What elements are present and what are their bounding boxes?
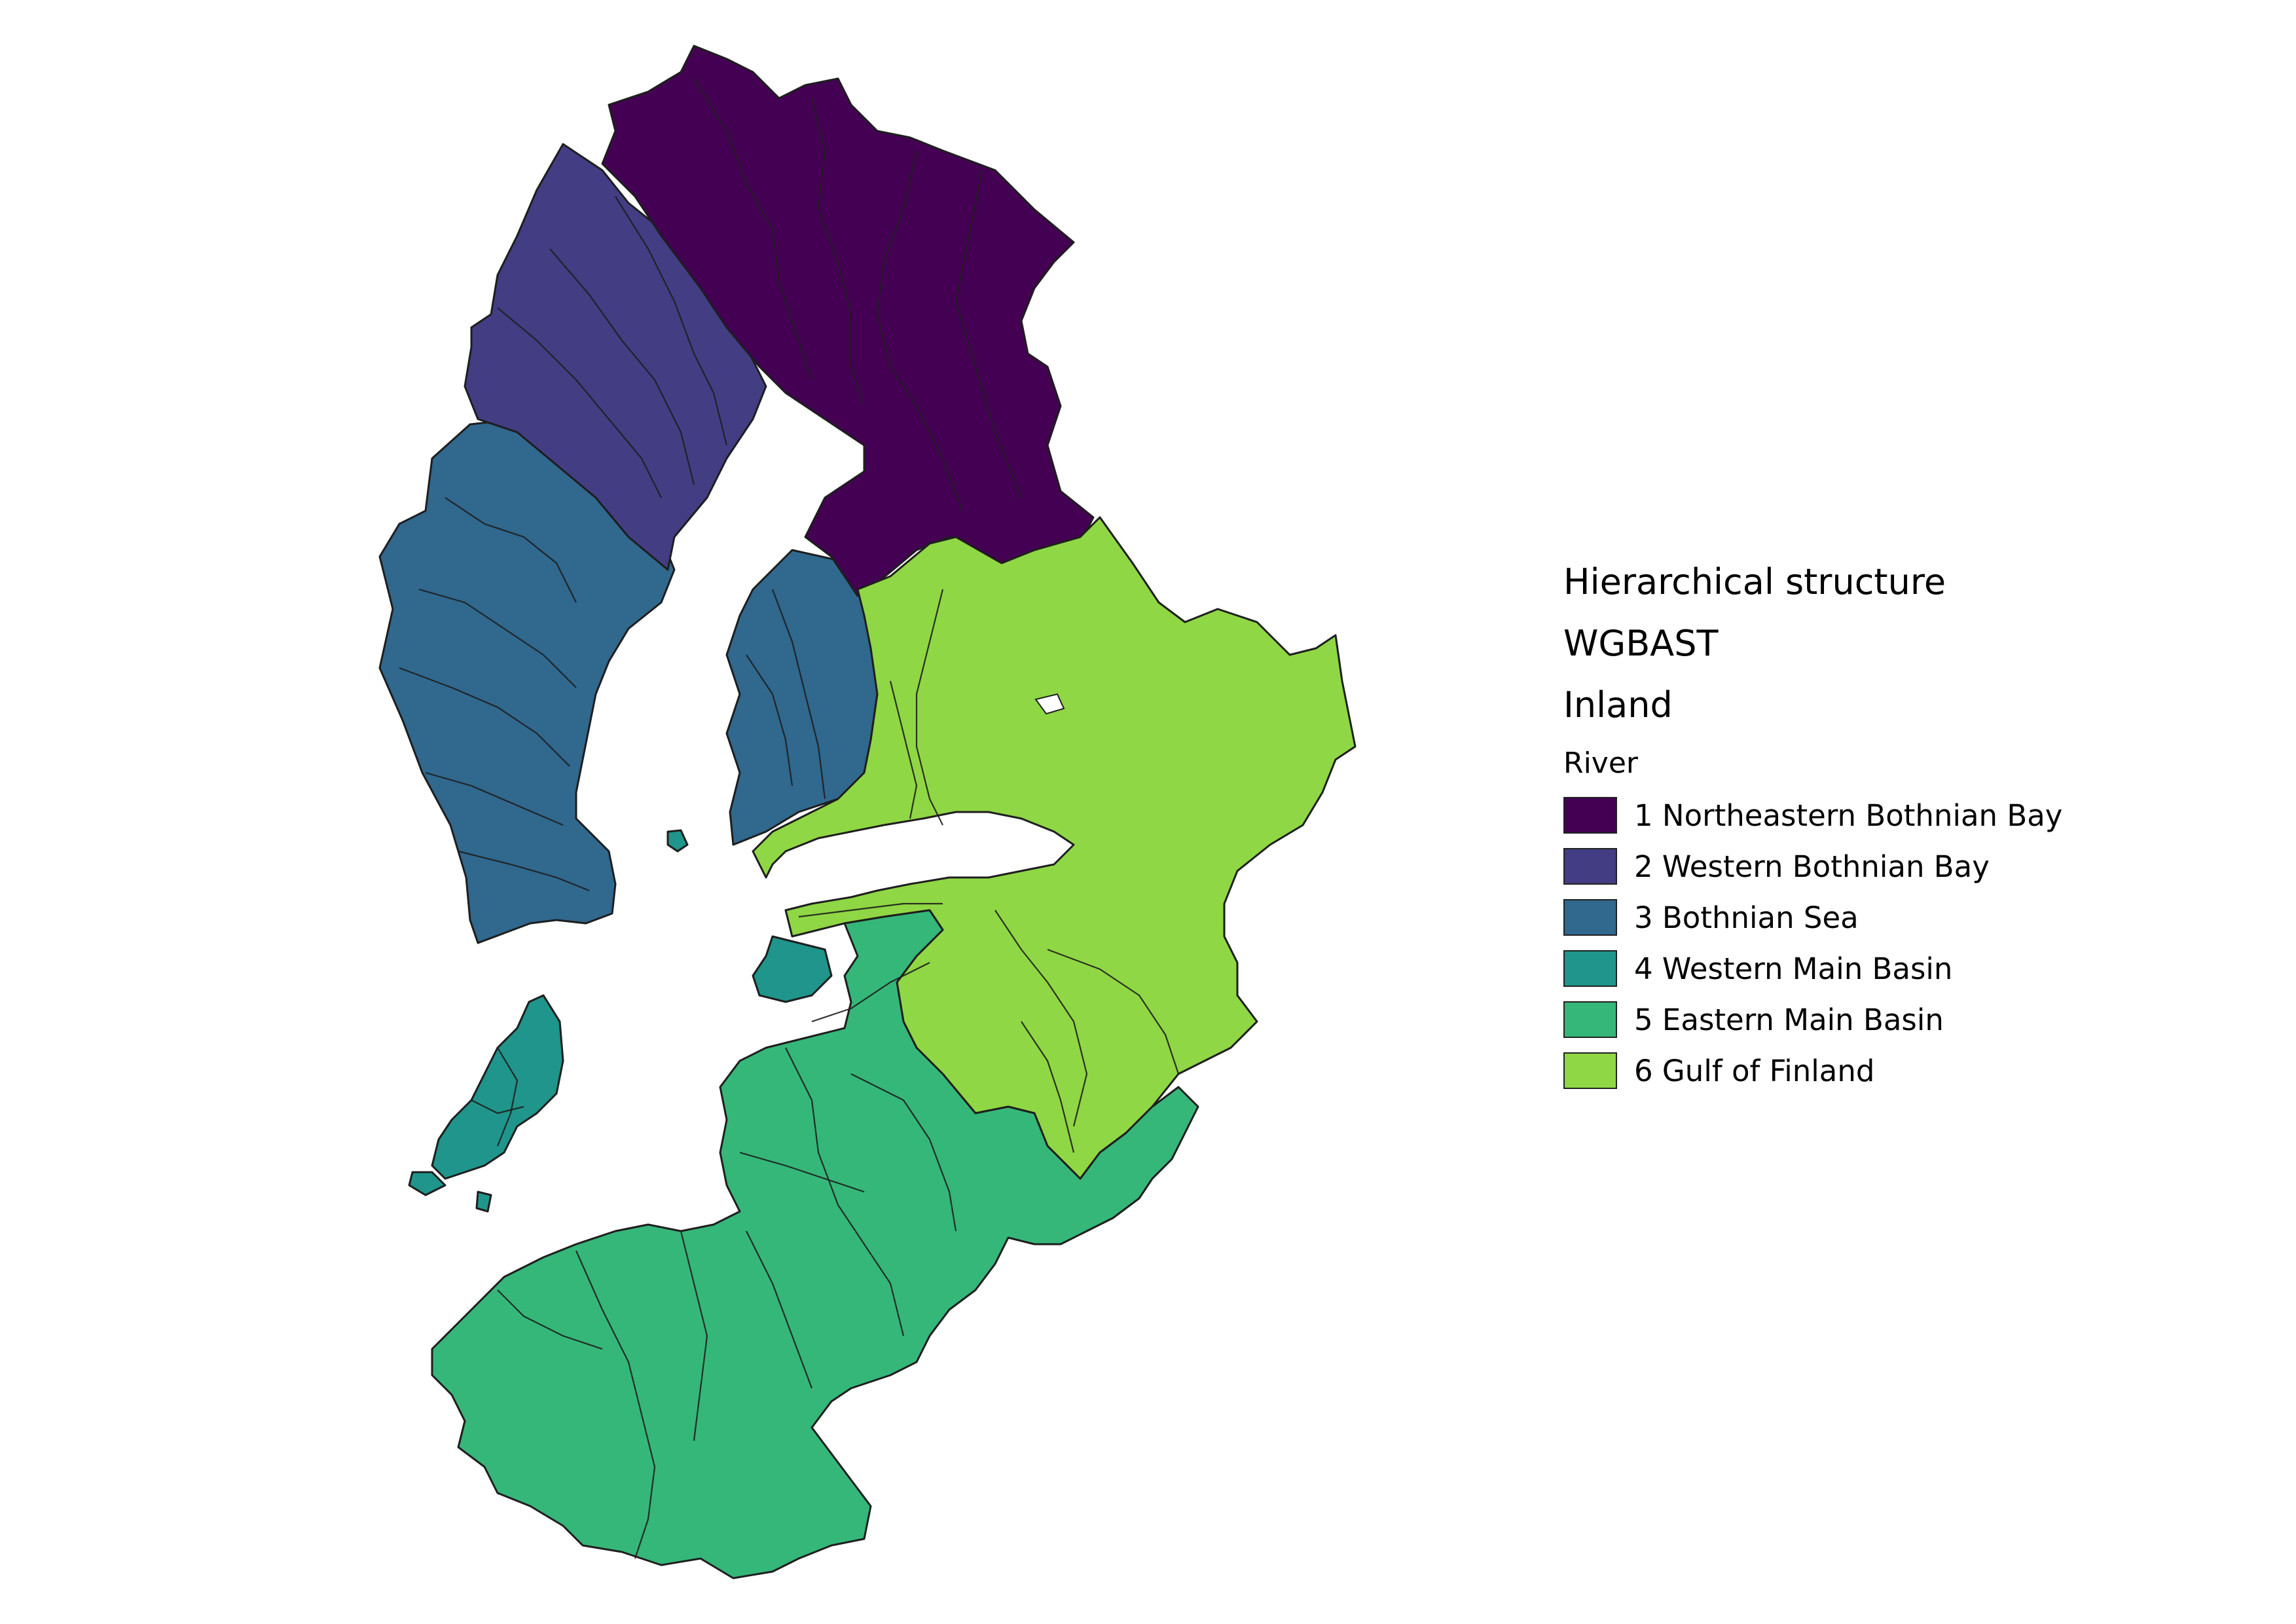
region-western-main-basin-gotland (431, 994, 564, 1180)
legend-label: 1 Northeastern Bothnian Bay (1634, 798, 2063, 833)
legend-group-title: River (1563, 747, 1638, 780)
legend-label: 6 Gulf of Finland (1634, 1053, 1875, 1088)
legend-item: 1 Northeastern Bothnian Bay (1563, 795, 2062, 836)
legend-label: 5 Eastern Main Basin (1634, 1002, 1944, 1037)
legend-item: 6 Gulf of Finland (1563, 1050, 2062, 1091)
legend-label: 2 Western Bothnian Bay (1634, 849, 1990, 884)
legend-swatch (1563, 797, 1617, 834)
legend-heading-inland: Inland (1563, 684, 1673, 726)
legend-items: 1 Northeastern Bothnian Bay 2 Western Bot… (1563, 795, 2062, 1091)
region-western-main-basin-saaremaa (752, 935, 833, 1003)
catchment-boundaries (399, 78, 1180, 1559)
legend-swatch (1563, 899, 1617, 936)
legend-item: 2 Western Bothnian Bay (1563, 846, 2062, 887)
legend-swatch (1563, 1052, 1617, 1089)
legend-item: 5 Eastern Main Basin (1563, 999, 2062, 1040)
legend-swatch (1563, 950, 1617, 987)
legend-heading-wgbast: WGBAST (1563, 623, 1719, 664)
legend-swatch (1563, 848, 1617, 885)
region-western-main-basin-islet-3 (666, 829, 689, 853)
legend-item: 3 Bothnian Sea (1563, 897, 2062, 938)
legend-swatch (1563, 1001, 1617, 1038)
region-eastern-main-basin (431, 909, 1199, 1579)
region-western-main-basin-islet-2 (475, 1190, 492, 1213)
legend-label: 4 Western Main Basin (1634, 951, 1953, 986)
legend-heading-hierarchy: Hierarchical structure (1563, 561, 1946, 602)
map-legend: Hierarchical structure WGBAST Inland Riv… (1563, 562, 2062, 1101)
region-western-main-basin-islet-1 (408, 1171, 446, 1196)
legend-label: 3 Bothnian Sea (1634, 900, 1859, 935)
legend-item: 4 Western Main Basin (1563, 948, 2062, 989)
